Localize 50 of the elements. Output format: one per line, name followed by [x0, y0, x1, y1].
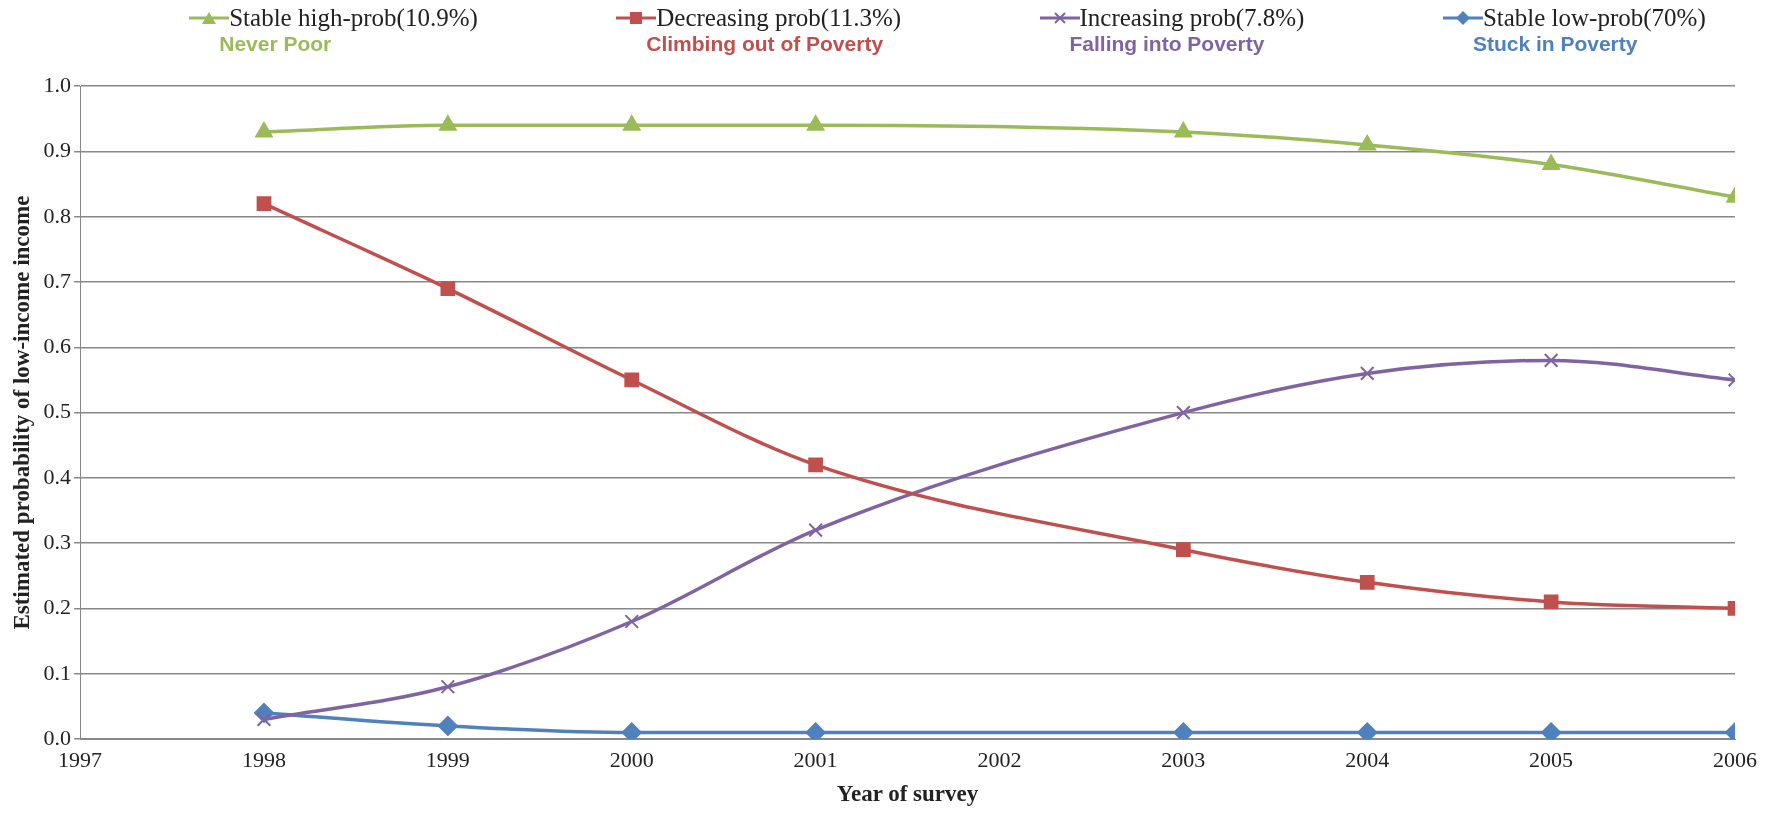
point [806, 115, 825, 131]
point [1543, 353, 1559, 368]
point [1174, 121, 1193, 138]
x-tick-label: 2006 [1713, 746, 1757, 772]
y-axis-title: Estimated probability of low-income income [8, 195, 34, 630]
legend-label: Stable high-prob(10.9%) [229, 4, 478, 32]
point [1176, 405, 1191, 420]
text: Falling into Poverty [1069, 32, 1266, 56]
x-tick-label: 2004 [1345, 746, 1390, 772]
x-axis-title: Year of survey [836, 781, 979, 807]
text: Never Poor [219, 32, 333, 56]
point [1176, 542, 1191, 558]
point [624, 372, 640, 388]
point [439, 115, 457, 131]
point [622, 115, 641, 131]
x-tick-label: 2003 [1161, 746, 1206, 772]
point [440, 281, 456, 296]
x-tick-label: 2000 [609, 746, 654, 772]
x-tick-label: 2005 [1529, 746, 1574, 772]
x-tick-label: 1998 [241, 746, 286, 772]
legend-label: Increasing prob(7.8%) [1079, 4, 1305, 32]
text: Stuck in Poverty [1472, 32, 1639, 56]
point [255, 121, 273, 138]
y-tick-label: 0.5 [43, 398, 72, 424]
y-tick-label: 0.6 [43, 333, 72, 359]
x-tick-label: 2001 [793, 746, 838, 772]
y-tick-label: 0.8 [43, 202, 72, 228]
point [1543, 594, 1559, 610]
legend-label: Decreasing prob(11.3%) [656, 4, 902, 32]
point [1358, 134, 1377, 151]
point [1359, 366, 1375, 381]
y-tick-label: 0.1 [43, 659, 72, 685]
x-tick-label: 1999 [425, 746, 470, 772]
point [440, 679, 456, 695]
x-tick-label: 2002 [977, 746, 1022, 772]
legend-label: Stable low-prob(70%) [1482, 4, 1706, 32]
y-tick-label: 1.0 [43, 71, 72, 97]
point [1359, 574, 1375, 590]
point [437, 715, 458, 736]
y-tick-label: 0.9 [43, 137, 72, 163]
text: Climbing out of Poverty [646, 32, 885, 56]
point [808, 522, 823, 538]
y-tick-label: 0.3 [43, 528, 72, 554]
point [1542, 154, 1560, 171]
point [808, 457, 823, 473]
y-tick-label: 0.7 [43, 267, 72, 293]
y-tick-label: 0.2 [43, 594, 72, 620]
point [256, 196, 272, 212]
y-tick-label: 0.4 [43, 463, 72, 489]
point [624, 614, 640, 629]
